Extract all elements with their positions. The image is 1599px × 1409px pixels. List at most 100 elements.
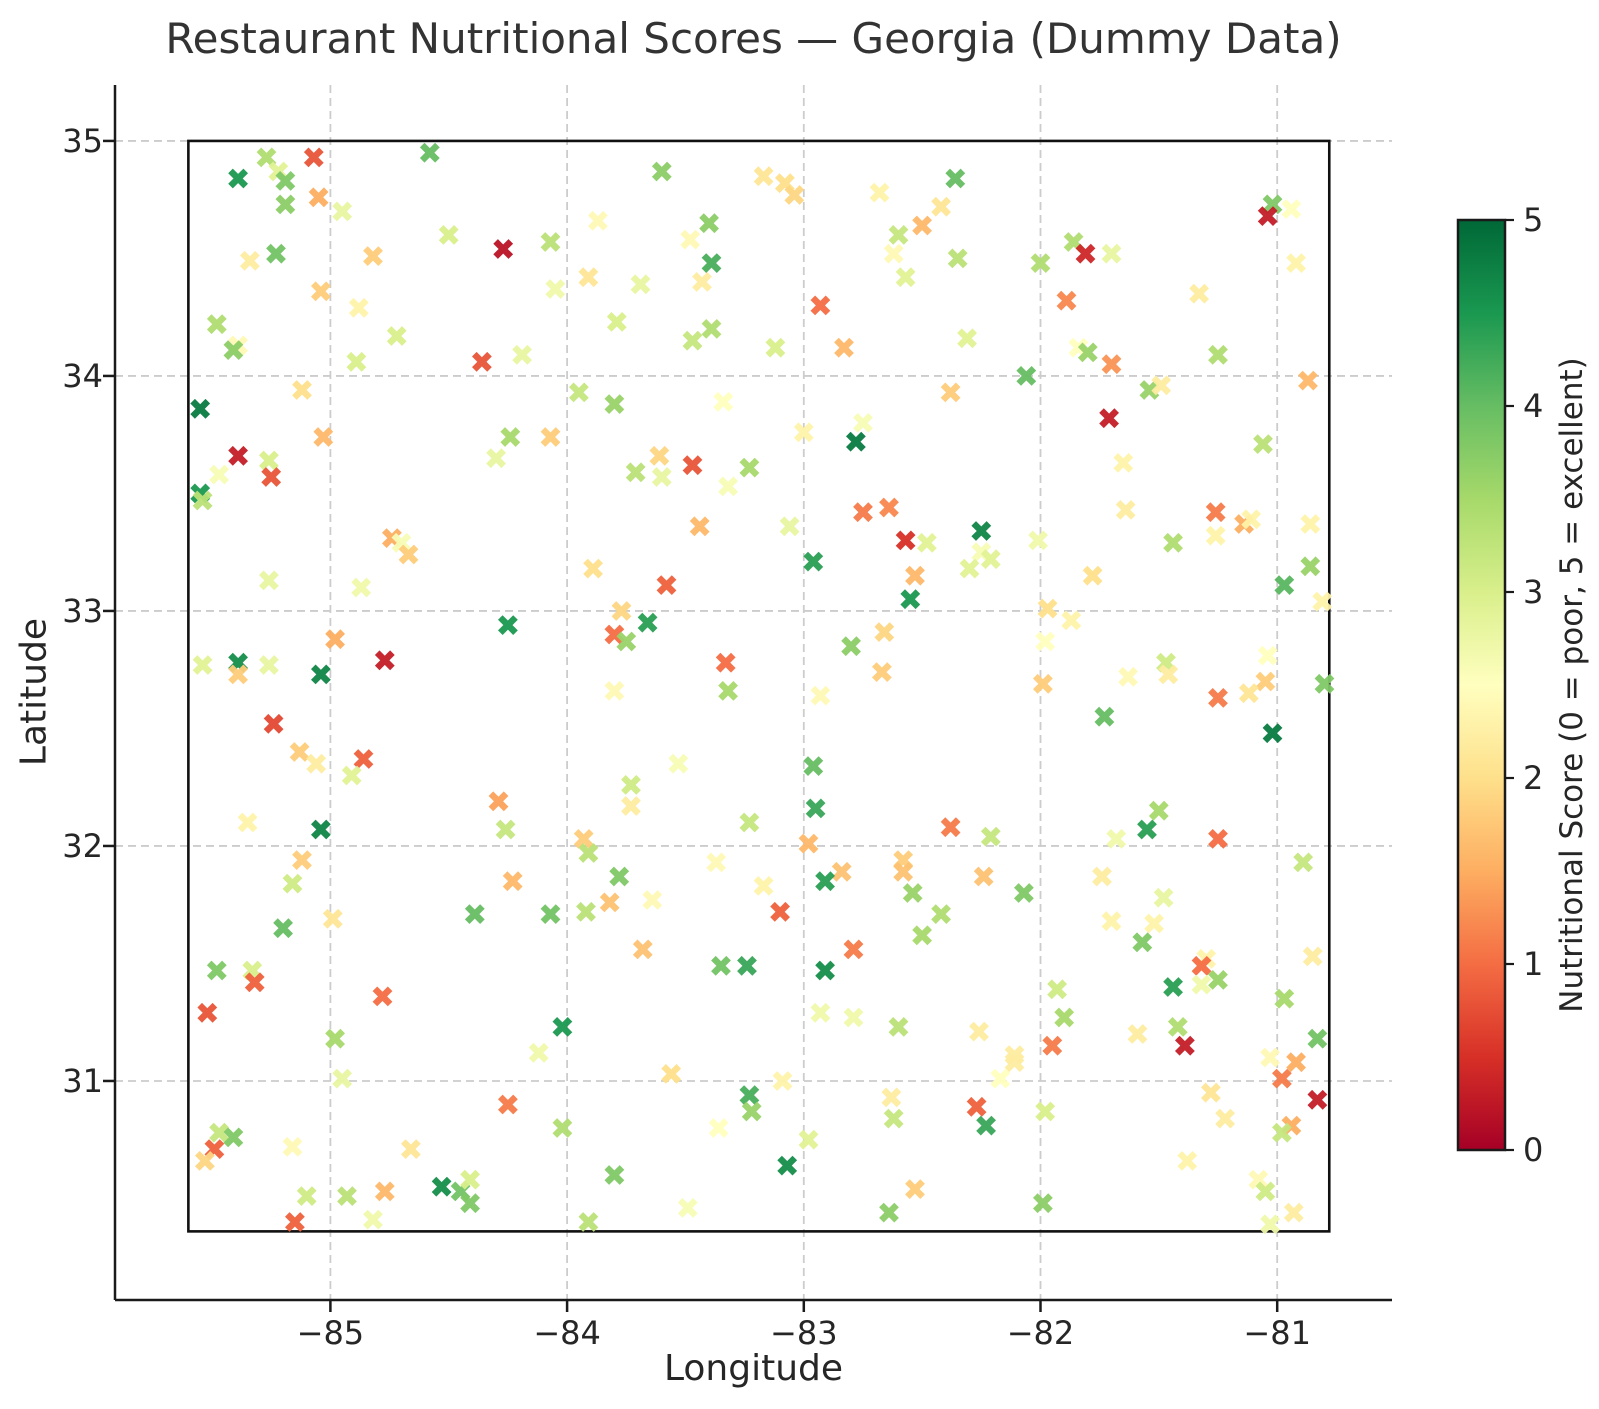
data-point bbox=[195, 1151, 215, 1171]
data-point bbox=[668, 753, 689, 774]
data-point bbox=[289, 742, 310, 762]
data-point bbox=[1167, 1017, 1188, 1037]
data-point bbox=[888, 225, 909, 245]
data-point bbox=[1274, 575, 1295, 595]
data-point bbox=[1274, 988, 1295, 1009]
data-point bbox=[1153, 887, 1174, 908]
data-point bbox=[1177, 1151, 1198, 1171]
data-point bbox=[798, 833, 819, 854]
data-point bbox=[1163, 532, 1183, 553]
data-point bbox=[1101, 354, 1122, 375]
data-point bbox=[498, 615, 518, 635]
y-tick-label: 34 bbox=[62, 356, 103, 395]
data-point bbox=[259, 450, 279, 471]
data-point bbox=[1151, 375, 1172, 396]
data-point bbox=[502, 871, 523, 892]
data-point bbox=[266, 243, 286, 264]
data-point bbox=[1077, 342, 1098, 363]
data-point bbox=[1028, 530, 1048, 551]
data-point bbox=[718, 476, 738, 497]
data-point bbox=[770, 901, 790, 922]
data-point bbox=[883, 243, 904, 264]
data-point bbox=[1260, 1214, 1280, 1235]
data-point bbox=[1139, 380, 1160, 400]
data-point bbox=[874, 622, 895, 642]
data-point bbox=[472, 351, 492, 372]
data-point bbox=[337, 1186, 357, 1206]
data-point bbox=[741, 1101, 762, 1122]
data-point bbox=[1137, 819, 1157, 840]
data-point bbox=[228, 168, 248, 189]
data-point bbox=[1314, 673, 1335, 694]
colorbar-tick-label: 4 bbox=[1523, 387, 1544, 425]
data-point bbox=[621, 796, 641, 816]
data-point bbox=[1298, 370, 1318, 391]
data-point bbox=[682, 455, 703, 476]
data-point bbox=[625, 462, 646, 483]
data-point bbox=[552, 1017, 573, 1037]
data-point bbox=[311, 819, 331, 840]
data-point bbox=[398, 544, 419, 565]
data-point bbox=[240, 250, 260, 271]
data-point bbox=[872, 662, 892, 682]
data-point bbox=[1208, 688, 1228, 708]
data-point bbox=[552, 1118, 573, 1138]
data-point bbox=[493, 239, 514, 259]
data-point bbox=[1262, 723, 1283, 744]
data-point bbox=[718, 681, 738, 701]
data-point bbox=[1253, 434, 1273, 454]
chart-title: Restaurant Nutritional Scores — Georgia … bbox=[165, 14, 1342, 63]
data-point bbox=[1248, 1169, 1269, 1190]
data-point bbox=[282, 1136, 303, 1157]
data-point bbox=[879, 497, 899, 518]
data-point bbox=[912, 925, 932, 946]
data-point bbox=[372, 986, 393, 1007]
colorbar-tick-label: 2 bbox=[1523, 759, 1544, 797]
data-point bbox=[900, 589, 921, 610]
y-tick-label: 35 bbox=[62, 121, 103, 160]
data-point bbox=[322, 908, 343, 929]
data-point bbox=[905, 565, 925, 586]
data-point bbox=[879, 1202, 899, 1223]
data-point bbox=[1205, 525, 1226, 546]
data-point bbox=[261, 467, 282, 487]
data-point bbox=[604, 681, 625, 701]
data-point bbox=[1307, 1089, 1328, 1110]
data-point bbox=[1163, 977, 1183, 997]
data-point bbox=[263, 713, 284, 734]
data-point bbox=[798, 1129, 819, 1150]
data-point bbox=[332, 201, 353, 222]
data-point bbox=[1286, 1052, 1306, 1073]
data-point bbox=[256, 147, 277, 168]
data-point bbox=[1283, 1202, 1304, 1223]
data-point bbox=[708, 1118, 729, 1138]
data-point bbox=[706, 852, 727, 873]
data-point bbox=[701, 253, 722, 273]
data-point bbox=[1033, 673, 1053, 694]
data-point bbox=[332, 1068, 353, 1089]
data-point bbox=[711, 955, 731, 976]
data-point bbox=[1054, 1007, 1075, 1028]
data-point bbox=[228, 664, 248, 685]
data-point bbox=[947, 248, 968, 269]
colorbar bbox=[1456, 218, 1507, 1152]
data-point bbox=[1293, 852, 1314, 873]
data-point bbox=[1106, 829, 1127, 849]
data-point bbox=[637, 612, 658, 633]
data-point bbox=[311, 664, 331, 685]
data-point bbox=[1037, 598, 1058, 619]
data-point bbox=[386, 326, 407, 346]
data-point bbox=[311, 281, 331, 302]
data-point bbox=[1255, 1181, 1276, 1202]
data-point bbox=[893, 861, 914, 882]
data-point bbox=[971, 521, 992, 541]
data-point bbox=[841, 636, 861, 657]
x-tick-label: −84 bbox=[533, 1314, 601, 1352]
data-point bbox=[363, 246, 383, 266]
data-point bbox=[810, 1002, 831, 1023]
data-point bbox=[945, 168, 966, 189]
data-point bbox=[275, 194, 296, 215]
data-point bbox=[689, 516, 710, 537]
data-point bbox=[363, 1209, 383, 1230]
